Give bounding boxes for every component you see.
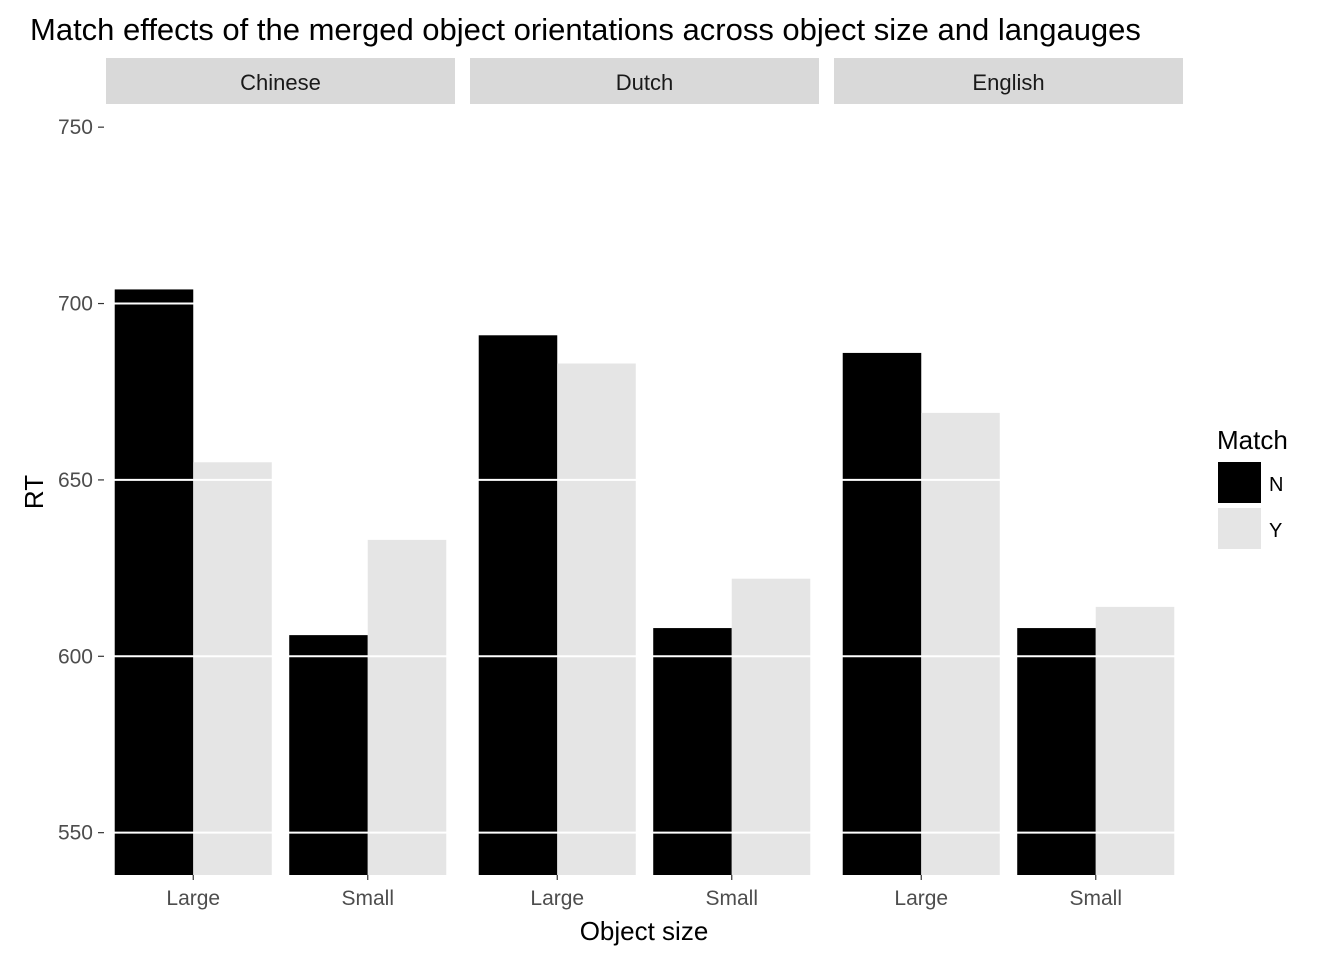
- bar-english-small-y: [1095, 606, 1175, 875]
- bar-english-large-y: [921, 412, 1000, 875]
- legend-key-y: [1218, 508, 1261, 549]
- panel-strip-label: English: [972, 70, 1044, 95]
- bar-chinese-large-y: [193, 462, 272, 875]
- legend-key-n: [1218, 462, 1261, 503]
- x-tick-label: Small: [1069, 887, 1122, 910]
- x-tick-label: Small: [705, 887, 758, 910]
- bar-chinese-large-n: [114, 289, 194, 876]
- y-tick-label: 550: [58, 822, 93, 845]
- bar-english-small-n: [1017, 628, 1096, 875]
- bar-dutch-large-n: [478, 335, 558, 875]
- y-axis-title: RT: [19, 475, 49, 509]
- y-axis: 550 600 650 700 750: [58, 116, 104, 845]
- y-tick-label: 650: [58, 469, 93, 492]
- x-axis-title: Object size: [580, 916, 709, 946]
- x-tick-label: Small: [341, 887, 394, 910]
- y-tick-label: 600: [58, 645, 93, 668]
- x-tick-label: Large: [166, 887, 220, 910]
- legend-label: N: [1269, 474, 1283, 496]
- bar-chinese-small-y: [367, 539, 447, 875]
- bar-dutch-small-n: [653, 628, 732, 875]
- panels: Chinese Large Small Dutch Large Small English L…: [106, 58, 1183, 910]
- x-tick-label: Large: [530, 887, 584, 910]
- bar-chinese-small-n: [289, 635, 368, 875]
- panel-strip: [470, 58, 819, 104]
- panel-strip-label: Dutch: [616, 70, 673, 95]
- panel-english: English Large Small: [834, 58, 1183, 910]
- panel-chinese: Chinese Large Small: [106, 58, 455, 910]
- bar-dutch-small-y: [731, 578, 811, 875]
- y-tick-label: 750: [58, 116, 93, 139]
- panel-strip: [106, 58, 455, 104]
- x-tick-label: Large: [894, 887, 948, 910]
- legend-title: Match: [1217, 425, 1288, 455]
- y-tick-label: 700: [58, 293, 93, 316]
- panel-dutch: Dutch Large Small: [470, 58, 819, 910]
- panel-strip: [834, 58, 1183, 104]
- bar-english-large-n: [842, 352, 922, 875]
- legend: Match N Y: [1217, 425, 1288, 549]
- bar-dutch-large-y: [557, 363, 636, 875]
- chart-title: Match effects of the merged object orien…: [30, 12, 1141, 47]
- panel-strip-label: Chinese: [240, 70, 321, 95]
- legend-label: Y: [1269, 520, 1282, 542]
